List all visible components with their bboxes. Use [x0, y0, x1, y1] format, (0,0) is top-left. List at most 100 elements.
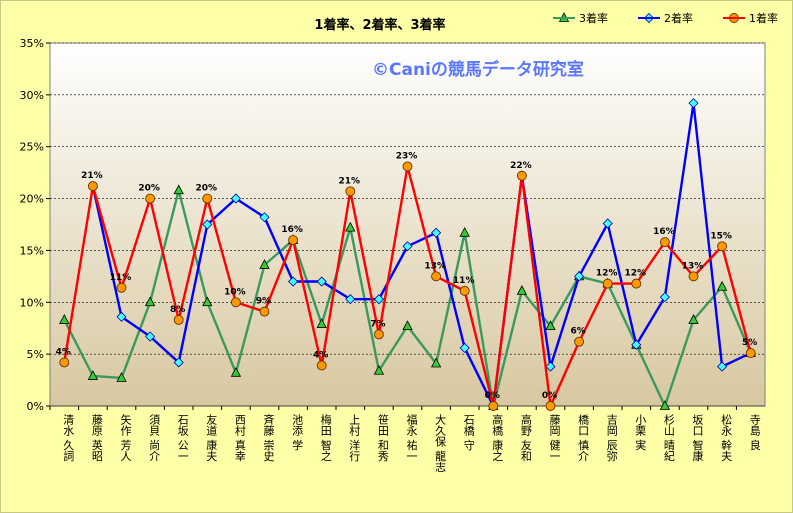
- data-point-triangle: [659, 400, 671, 410]
- data-label: 4%: [56, 347, 71, 357]
- x-tick-label: 高野 友和: [519, 413, 532, 462]
- chart-title: 1着率、2着率、3着率: [314, 17, 445, 33]
- data-label: 13%: [424, 261, 446, 271]
- data-point-triangle: [259, 259, 270, 269]
- data-point-triangle: [316, 318, 327, 328]
- data-label: 22%: [510, 161, 532, 171]
- x-tick-label: 西村 真幸: [233, 414, 246, 462]
- x-tick-label: 斉藤 崇史: [262, 413, 275, 462]
- y-tick-label: 25%: [20, 141, 44, 154]
- x-tick-label: 石橋 守: [462, 414, 475, 451]
- data-point-triangle: [59, 314, 70, 324]
- y-tick-label: 20%: [20, 193, 44, 206]
- data-point-diamond: [230, 193, 241, 204]
- data-label: 5%: [742, 338, 757, 348]
- data-label: 6%: [570, 327, 585, 337]
- x-tick-label: 杉山 晴紀: [662, 413, 675, 462]
- data-label: 21%: [81, 171, 103, 181]
- data-point-diamond: [259, 212, 270, 223]
- data-point-circle: [259, 306, 270, 317]
- data-point-circle: [631, 278, 642, 289]
- data-point-diamond: [116, 311, 127, 322]
- data-point-circle: [288, 235, 299, 246]
- x-tick-label: 大久保 龍志: [434, 413, 447, 473]
- x-tick-label: 池添 学: [291, 414, 304, 451]
- data-point-circle: [202, 193, 213, 204]
- x-tick-label: 梅田 智之: [319, 413, 332, 462]
- x-tick-label: 橋口 慎介: [577, 413, 590, 462]
- legend-label: 2着率: [664, 11, 693, 25]
- y-tick-label: 5%: [27, 348, 44, 361]
- data-point-circle: [688, 271, 699, 282]
- data-label: 10%: [224, 287, 246, 297]
- data-point-diamond: [459, 342, 470, 353]
- y-tick-label: 30%: [20, 89, 44, 102]
- series-line-diamond: [91, 103, 752, 411]
- data-point-diamond: [688, 98, 699, 109]
- x-tick-label: 藤岡 健一: [548, 414, 561, 462]
- data-point-triangle: [144, 296, 156, 307]
- data-point-diamond: [345, 294, 356, 305]
- data-point-diamond: [373, 294, 384, 305]
- x-tick-label: 吉岡 辰弥: [605, 414, 618, 462]
- data-point-circle: [87, 181, 98, 192]
- data-point-diamond: [602, 218, 613, 229]
- data-point-circle: [717, 241, 728, 252]
- data-point-circle: [373, 329, 384, 340]
- y-tick-label: 10%: [20, 296, 44, 309]
- data-label: 23%: [396, 151, 418, 161]
- data-point-diamond: [431, 227, 442, 238]
- data-point-diamond: [288, 276, 299, 287]
- data-label: 15%: [710, 231, 732, 241]
- data-label: 11%: [453, 276, 475, 286]
- x-tick-label: 坂口 智康: [691, 414, 704, 462]
- y-tick-label: 35%: [20, 37, 44, 50]
- data-point-triangle: [116, 372, 127, 382]
- data-label: 12%: [625, 269, 647, 279]
- data-point-triangle: [202, 296, 213, 307]
- data-point-triangle: [402, 320, 413, 331]
- data-point-diamond: [402, 241, 413, 252]
- data-point-diamond: [717, 361, 728, 372]
- data-point-circle: [659, 237, 670, 248]
- data-point-diamond: [202, 219, 213, 230]
- data-point-circle: [230, 297, 241, 308]
- data-point-diamond: [316, 276, 327, 287]
- data-point-triangle: [716, 280, 728, 291]
- x-tick-label: 須貝 尚介: [148, 414, 161, 462]
- data-point-circle: [488, 401, 499, 411]
- data-point-triangle: [430, 357, 442, 368]
- data-point-circle: [145, 193, 156, 204]
- x-tick-label: 松永 幹夫: [720, 413, 733, 462]
- x-tick-label: 笹田 和秀: [376, 414, 389, 462]
- data-point-triangle: [373, 364, 385, 375]
- data-label: 0%: [485, 391, 500, 401]
- data-point-circle: [431, 271, 442, 282]
- x-tick-label: 小栗 実: [634, 414, 647, 451]
- y-tick-label: 15%: [20, 244, 44, 257]
- x-tick-label: 藤原 英昭: [90, 414, 103, 462]
- data-label: 16%: [281, 225, 303, 235]
- data-point-triangle: [459, 226, 470, 237]
- x-tick-label: 高橋 康之: [491, 413, 504, 462]
- data-point-triangle: [345, 221, 356, 232]
- data-point-circle: [459, 285, 470, 296]
- data-point-triangle: [230, 366, 242, 377]
- data-point-diamond: [545, 361, 556, 372]
- data-point-circle: [173, 314, 184, 325]
- data-point-circle: [745, 348, 756, 359]
- legend-label: 1着率: [749, 11, 778, 25]
- data-label: 13%: [682, 261, 704, 271]
- watermark: ©Caniの競馬データ研究室: [372, 59, 584, 80]
- y-tick-label: 0%: [27, 400, 44, 413]
- x-tick-label: 友道 康夫: [205, 413, 218, 462]
- data-label: 0%: [542, 391, 557, 401]
- data-point-circle: [316, 360, 327, 371]
- data-label: 7%: [370, 319, 385, 329]
- x-tick-label: 上村 洋行: [348, 414, 361, 462]
- data-point-circle: [516, 170, 527, 181]
- data-point-diamond: [173, 357, 184, 368]
- data-label: 4%: [313, 351, 328, 361]
- data-label: 9%: [256, 297, 271, 307]
